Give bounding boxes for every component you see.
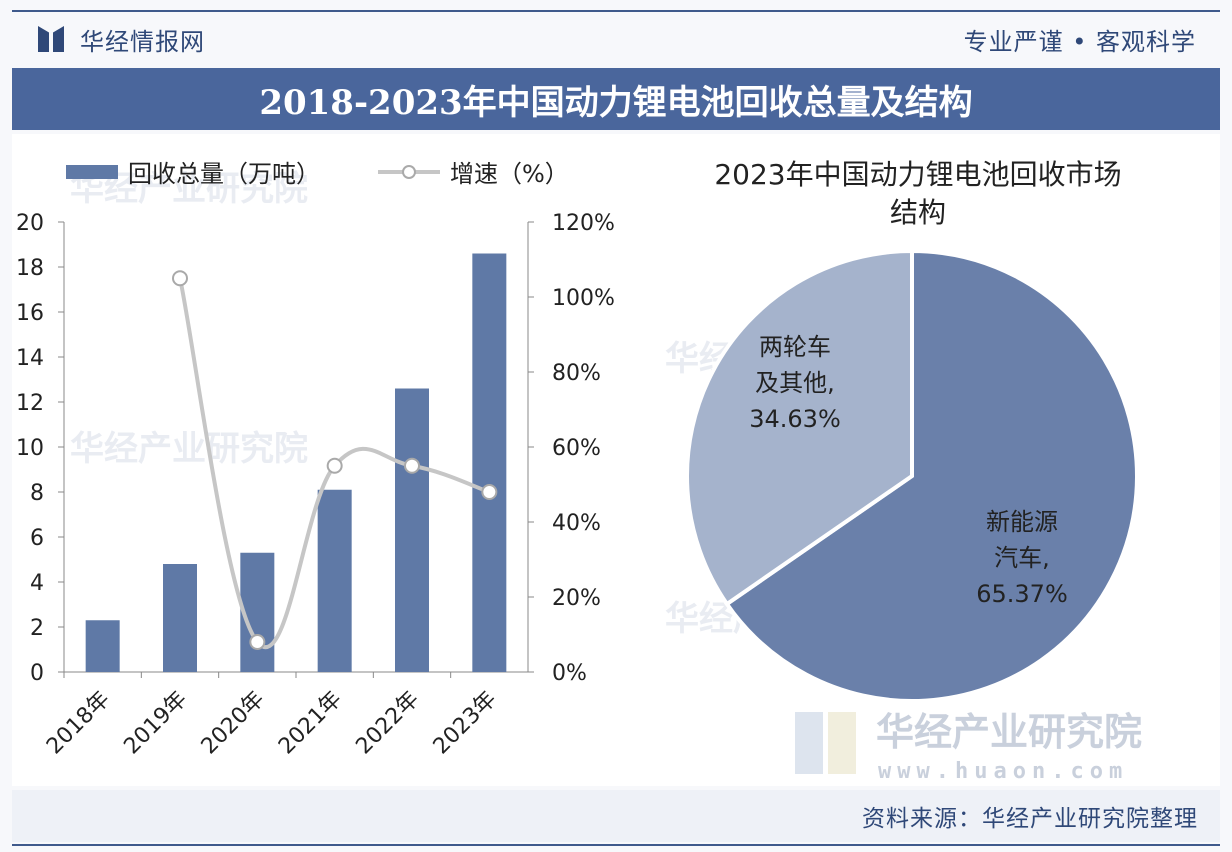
watermark-logo-icon xyxy=(795,712,856,774)
y-tick-label-right: 0% xyxy=(552,661,587,686)
pie-slice-label: 新能源汽车, 65.37% xyxy=(976,508,1068,608)
y-tick-label-left: 2 xyxy=(30,616,44,641)
pie-slice-label: 两轮车及其他, 34.63% xyxy=(749,333,841,433)
watermark-text-2: 华经产业研究院 xyxy=(70,429,308,469)
growth-point xyxy=(249,634,266,650)
bar xyxy=(395,388,429,672)
y-tick-label-right: 60% xyxy=(552,436,601,461)
y-tick-label-right: 40% xyxy=(552,511,601,536)
watermark-brand-large: 华经产业研究院 xyxy=(876,710,1142,754)
legend-line-marker xyxy=(402,165,416,179)
y-tick-label-right: 80% xyxy=(552,361,601,386)
pie-slice-label-line: 新能源 xyxy=(986,508,1058,536)
y-tick-label-left: 8 xyxy=(30,481,44,506)
bar xyxy=(240,552,275,672)
brand-name: 华经情报网 xyxy=(80,27,205,56)
x-tick-label: 2019年 xyxy=(119,687,192,760)
pie-slice-label-line: 34.63% xyxy=(749,405,841,433)
x-tick-label: 2023年 xyxy=(429,687,502,760)
pie-slice-label-line: 65.37% xyxy=(976,580,1068,608)
brand: 华经情报网 xyxy=(12,22,205,57)
x-tick-label: 2018年 xyxy=(42,687,115,760)
page-title-bar: 2018-2023年中国动力锂电池回收总量及结构 xyxy=(12,68,1220,130)
y-tick-label-right: 100% xyxy=(552,286,615,311)
y-tick-label-left: 0 xyxy=(30,661,44,686)
pie-title-line-1: 2023年中国动力锂电池回收市场 xyxy=(714,158,1121,191)
y-tick-label-left: 14 xyxy=(16,346,44,371)
top-rule xyxy=(12,10,1220,12)
slogan: 专业严谨 • 客观科学 xyxy=(963,27,1196,56)
y-tick-label-left: 16 xyxy=(16,301,44,326)
y-tick-label-left: 4 xyxy=(30,571,44,596)
footer: 资料来源：华经产业研究院整理 xyxy=(12,790,1220,842)
y-tick-label-right: 120% xyxy=(552,211,615,236)
bar xyxy=(85,620,120,672)
bar-line-chart: 0 2 4 6 8 10 12 14 16 18 20 0% 20% 40% 60% 80% 100% 120% 2… xyxy=(16,211,615,759)
pie-chart: 新能源汽车, 65.37% 两轮车及其他, 34.63% xyxy=(685,248,1139,703)
legend-bar-label: 回收总量（万吨） xyxy=(128,160,320,188)
pie-slice-label-line: 两轮车 xyxy=(759,333,831,361)
growth-point xyxy=(404,457,420,474)
x-tick-label: 2021年 xyxy=(274,687,347,760)
bar xyxy=(317,489,352,672)
y-tick-label-left: 6 xyxy=(30,526,44,551)
x-tick-label: 2020年 xyxy=(197,687,270,760)
header: 华经情报网 专业严谨 • 客观科学 xyxy=(12,14,1220,64)
legend-line-label: 增速（%） xyxy=(450,160,569,188)
bar-line-legend: 回收总量（万吨） 增速（%） xyxy=(66,160,569,188)
legend-bar-swatch xyxy=(66,165,118,179)
pie-slice-label-line: 及其他, xyxy=(755,369,835,397)
pie-title: 2023年中国动力锂电池回收市场 结构 xyxy=(714,158,1121,229)
pie-slice xyxy=(724,248,1139,703)
y-tick-label-left: 12 xyxy=(16,391,44,416)
watermark-url: www.huaon.com xyxy=(878,759,1128,784)
y-tick-label-left: 20 xyxy=(16,211,44,236)
growth-point xyxy=(481,484,498,500)
pie-slice xyxy=(685,248,914,607)
pie-title-line-2: 结构 xyxy=(890,196,946,229)
y-tick-label-right: 20% xyxy=(552,586,601,611)
pie-slice-label-line: 汽车, xyxy=(994,544,1050,572)
y-tick-label-left: 18 xyxy=(16,256,44,281)
x-tick-label: 2022年 xyxy=(351,687,424,760)
growth-point xyxy=(172,270,188,287)
bar xyxy=(163,564,197,672)
brand-logo-icon xyxy=(38,26,66,52)
bottom-rule xyxy=(12,844,1220,846)
growth-point xyxy=(326,457,343,474)
y-tick-label-left: 10 xyxy=(16,436,44,461)
bar xyxy=(472,253,507,672)
source-note: 资料来源：华经产业研究院整理 xyxy=(862,806,1198,832)
page-title: 2018-2023年中国动力锂电池回收总量及结构 xyxy=(259,82,973,123)
